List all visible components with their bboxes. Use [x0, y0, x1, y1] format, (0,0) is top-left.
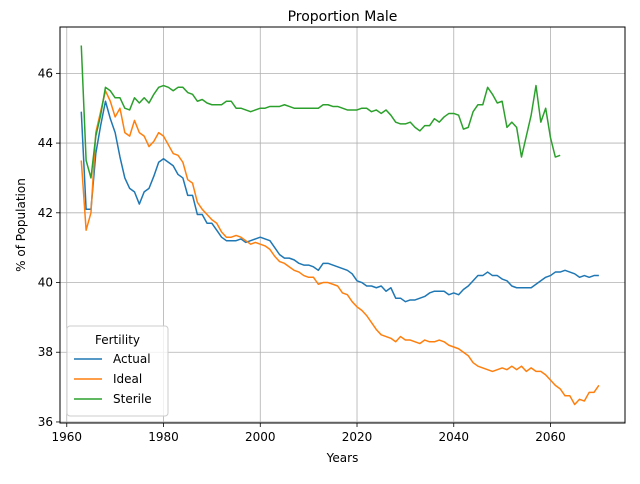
x-tick-label: 2040 [438, 430, 469, 444]
x-tick-label: 2060 [535, 430, 566, 444]
x-tick-label: 2020 [342, 430, 373, 444]
chart-legend: Fertility Actual Ideal Sterile [67, 326, 168, 416]
x-tick-label: 1960 [51, 430, 82, 444]
y-tick-label: 38 [38, 345, 53, 359]
y-tick-label: 44 [38, 136, 53, 150]
legend-title: Fertility [95, 333, 140, 347]
y-axis-label: % of Population [14, 178, 28, 272]
y-tick-label: 36 [38, 415, 53, 429]
y-tick-label: 42 [38, 206, 53, 220]
chart-title: Proportion Male [288, 9, 398, 25]
legend-label-actual: Actual [113, 352, 151, 366]
x-tick-label: 2000 [245, 430, 276, 444]
x-tick-label: 1980 [148, 430, 179, 444]
y-tick-label: 46 [38, 66, 53, 80]
y-tick-label: 40 [38, 276, 53, 290]
legend-label-sterile: Sterile [113, 392, 152, 406]
x-axis-label: Years [326, 451, 359, 465]
legend-label-ideal: Ideal [113, 372, 142, 386]
